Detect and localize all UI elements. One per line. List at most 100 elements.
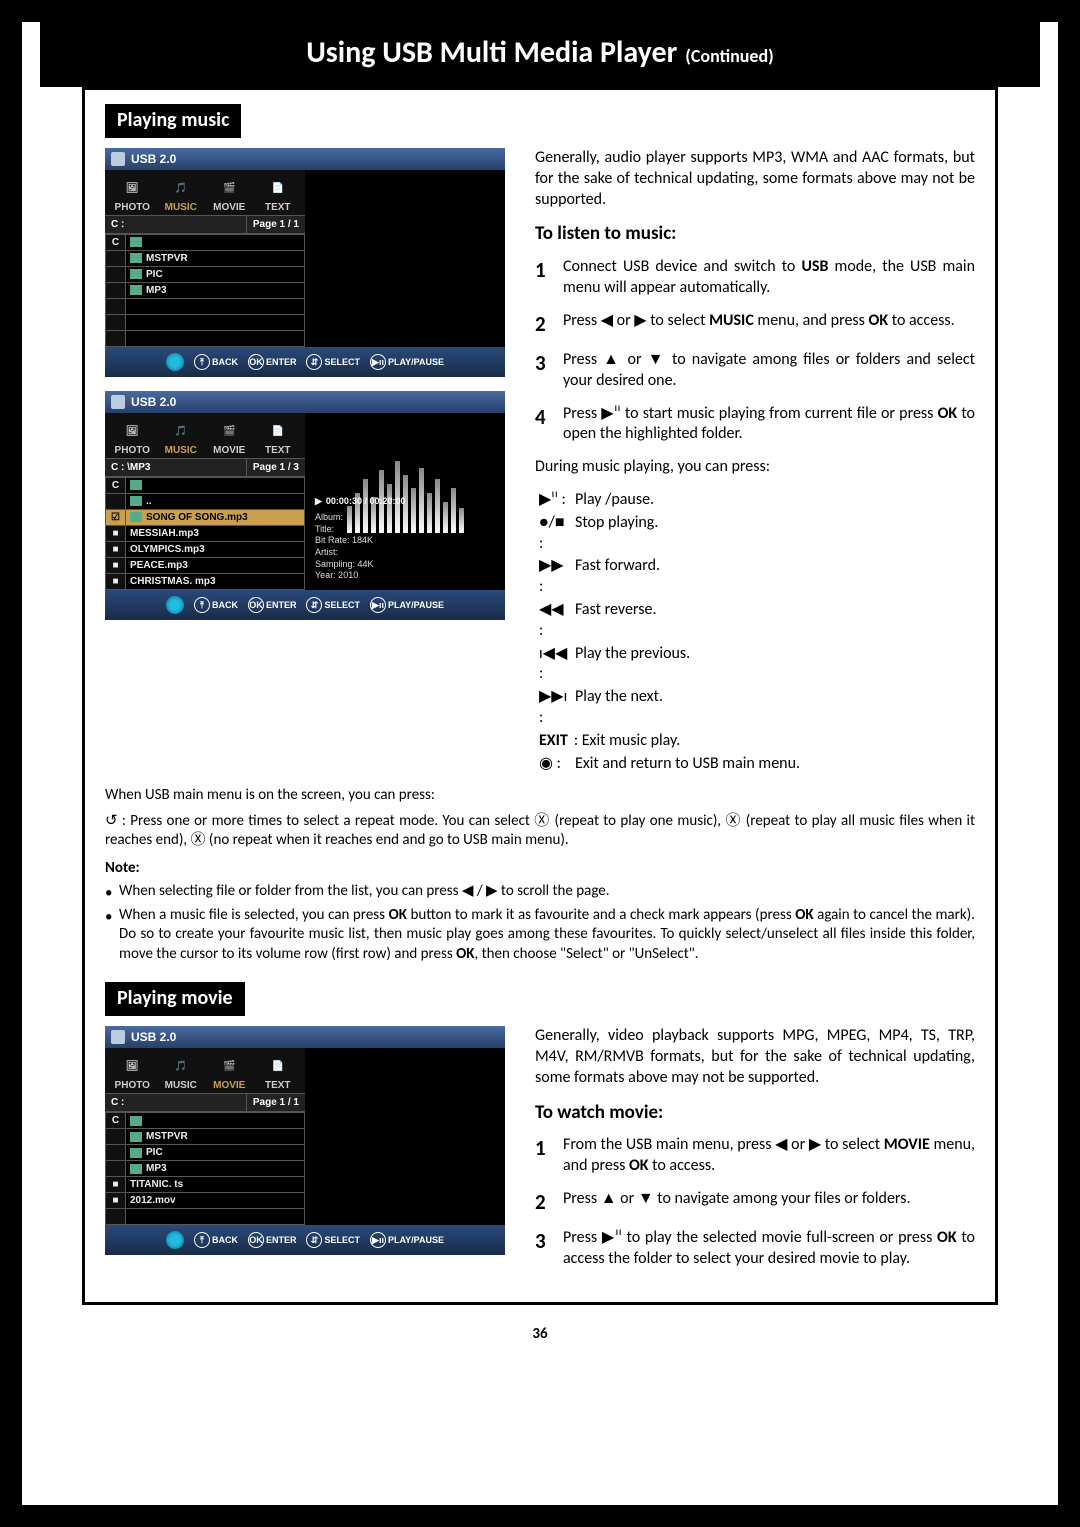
table-row[interactable]: PIC bbox=[106, 1145, 305, 1161]
movie-icon: 🎬 bbox=[217, 1054, 241, 1078]
control-item: ●/■ :Stop playing. bbox=[539, 513, 975, 555]
tab-music[interactable]: 🎵 MUSIC bbox=[158, 1054, 205, 1091]
file-table: C .. ☑SONG OF SONG.mp3 ■MESSIAH.mp3 ■OLY… bbox=[105, 477, 305, 590]
table-row[interactable]: MSTPVR bbox=[106, 1129, 305, 1145]
scr-usb-bar: USB 2.0 bbox=[105, 391, 505, 413]
section-header-movie: Playing movie bbox=[105, 982, 245, 1016]
music-icon: 🎵 bbox=[169, 419, 193, 443]
scr-usb-bar: USB 2.0 bbox=[105, 1026, 505, 1048]
scr-body: 🖼 PHOTO 🎵MUSIC 🎬MOVIE 📄TEXT C : Page 1 / … bbox=[105, 170, 505, 347]
during-text: During music playing, you can press: bbox=[535, 457, 975, 478]
photo-icon: 🖼 bbox=[120, 176, 144, 200]
tab-text[interactable]: 📄TEXT bbox=[255, 1054, 302, 1091]
table-row bbox=[106, 331, 305, 347]
step: 2Press ◀ or ▶ to select MUSIC menu, and … bbox=[535, 311, 975, 338]
file-name: 2012.mov bbox=[130, 1195, 176, 1206]
table-row[interactable]: MP3 bbox=[106, 1161, 305, 1177]
scr-tabs: 🖼 PHOTO 🎵MUSIC 🎬MOVIE 📄TEXT bbox=[105, 413, 305, 458]
music-icon: 🎵 bbox=[169, 1054, 193, 1078]
table-row-active[interactable]: ☑SONG OF SONG.mp3 bbox=[106, 510, 305, 526]
tab-photo-label: PHOTO bbox=[115, 445, 150, 456]
scr-preview bbox=[305, 1048, 505, 1225]
photo-icon: 🖼 bbox=[120, 419, 144, 443]
table-row[interactable]: ■CHRISTMAS. mp3 bbox=[106, 574, 305, 590]
file-name: MSTPVR bbox=[146, 1131, 188, 1142]
page-indicator: Page 1 / 1 bbox=[247, 216, 305, 233]
step-number: 1 bbox=[535, 257, 553, 284]
step-text: From the USB main menu, press ◀ or ▶ to … bbox=[563, 1135, 975, 1177]
control-item: ▶▶ :Fast forward. bbox=[539, 556, 975, 598]
scr-path-row: C : Page 1 / 1 bbox=[105, 1093, 305, 1112]
home-icon[interactable] bbox=[166, 1231, 184, 1249]
tab-text-label: TEXT bbox=[265, 1080, 291, 1091]
page-indicator: Page 1 / 3 bbox=[247, 459, 305, 476]
step-text: Press ▲ or ▼ to navigate among your file… bbox=[563, 1189, 975, 1210]
path-label: C : \MP3 bbox=[105, 459, 247, 476]
table-row[interactable]: .. bbox=[106, 494, 305, 510]
table-row[interactable]: ■2012.mov bbox=[106, 1193, 305, 1209]
tab-photo[interactable]: 🖼 PHOTO bbox=[109, 176, 156, 213]
step-text: Connect USB device and switch to USB mod… bbox=[563, 257, 975, 299]
control-item: ı◀◀ :Play the previous. bbox=[539, 644, 975, 686]
tab-text[interactable]: 📄TEXT bbox=[255, 419, 302, 456]
table-row[interactable]: MP3 bbox=[106, 283, 305, 299]
control-item: ▶ᴵᴵ :Play /pause. bbox=[539, 490, 975, 511]
meta-bitrate: Bit Rate: 184K bbox=[315, 535, 495, 547]
path-label: C : bbox=[105, 1094, 247, 1111]
table-row[interactable]: C bbox=[106, 478, 305, 494]
tab-photo[interactable]: 🖼 PHOTO bbox=[109, 419, 156, 456]
scr-footer: ⤒BACK OKENTER ⇵SELECT ▶ııPLAY/PAUSE bbox=[105, 1225, 505, 1255]
table-row[interactable]: ■OLYMPICS.mp3 bbox=[106, 542, 305, 558]
step-number: 3 bbox=[535, 350, 553, 377]
exit-line: EXIT: Exit music play. bbox=[539, 731, 975, 752]
home-sym: ◉ : bbox=[539, 754, 569, 775]
table-row bbox=[106, 1209, 305, 1225]
key-play: ▶ııPLAY/PAUSE bbox=[370, 597, 444, 613]
tab-photo[interactable]: 🖼PHOTO bbox=[109, 1054, 156, 1091]
tab-movie[interactable]: 🎬MOVIE bbox=[206, 419, 253, 456]
table-row bbox=[106, 315, 305, 331]
scr-footer: ⤒BACK OKENTER ⇵SELECT ▶ııPLAY/PAUSE bbox=[105, 347, 505, 377]
music-steps: 1 Connect USB device and switch to USB mo… bbox=[535, 257, 975, 445]
table-row[interactable]: C bbox=[106, 235, 305, 251]
step: 4Press ▶ᴵᴵ to start music playing from c… bbox=[535, 404, 975, 446]
control-list: ▶ᴵᴵ :Play /pause.●/■ :Stop playing.▶▶ :F… bbox=[539, 490, 975, 729]
table-row[interactable]: PIC bbox=[106, 267, 305, 283]
tab-movie[interactable]: 🎬MOVIE bbox=[206, 176, 253, 213]
music-right: Generally, audio player supports MP3, WM… bbox=[535, 148, 975, 776]
time-indicator: ▶00:00:30 / 00:20:00 bbox=[315, 496, 495, 508]
scr-path-row: C : \MP3 Page 1 / 3 bbox=[105, 458, 305, 477]
step-number: 1 bbox=[535, 1135, 553, 1162]
table-row[interactable]: C bbox=[106, 1113, 305, 1129]
table-row[interactable]: ■PEACE.mp3 bbox=[106, 558, 305, 574]
movie-left: USB 2.0 🖼PHOTO 🎵 MUSIC 🎬MOVIE 📄TEXT C : bbox=[105, 1026, 505, 1282]
home-icon[interactable] bbox=[166, 353, 184, 371]
table-row[interactable]: ■MESSIAH.mp3 bbox=[106, 526, 305, 542]
home-text: Exit and return to USB main menu. bbox=[575, 754, 800, 775]
table-row[interactable]: MSTPVR bbox=[106, 251, 305, 267]
tab-photo-label: PHOTO bbox=[115, 202, 150, 213]
table-row[interactable]: ■TITANIC. ts bbox=[106, 1177, 305, 1193]
usb-label: USB 2.0 bbox=[131, 395, 176, 409]
scr-path-row: C : Page 1 / 1 bbox=[105, 215, 305, 234]
tab-movie[interactable]: 🎬MOVIE bbox=[206, 1054, 253, 1091]
file-name: TITANIC. ts bbox=[130, 1179, 183, 1190]
home-icon[interactable] bbox=[166, 596, 184, 614]
table-row bbox=[106, 299, 305, 315]
text-icon: 📄 bbox=[266, 419, 290, 443]
key-ok: OKENTER bbox=[248, 1232, 297, 1248]
step-number: 2 bbox=[535, 1189, 553, 1216]
control-item: ◀◀ :Fast reverse. bbox=[539, 600, 975, 642]
tab-music-label: MUSIC bbox=[165, 1080, 197, 1091]
meta-title: Title: bbox=[315, 524, 495, 536]
page-title: Using USB Multi Media Player bbox=[306, 34, 677, 71]
step: 2 Press ▲ or ▼ to navigate among your fil… bbox=[535, 1189, 975, 1216]
scr-preview: ▶00:00:30 / 00:20:00 Album: Title: Bit R… bbox=[305, 413, 505, 590]
tab-movie-label: MOVIE bbox=[213, 445, 245, 456]
step-text: Press ▲ or ▼ to navigate among files or … bbox=[563, 350, 975, 392]
tab-music[interactable]: 🎵MUSIC bbox=[158, 419, 205, 456]
tab-music[interactable]: 🎵MUSIC bbox=[158, 176, 205, 213]
tab-photo-label: PHOTO bbox=[115, 1080, 150, 1091]
tab-text-label: TEXT bbox=[265, 202, 291, 213]
tab-text[interactable]: 📄TEXT bbox=[255, 176, 302, 213]
